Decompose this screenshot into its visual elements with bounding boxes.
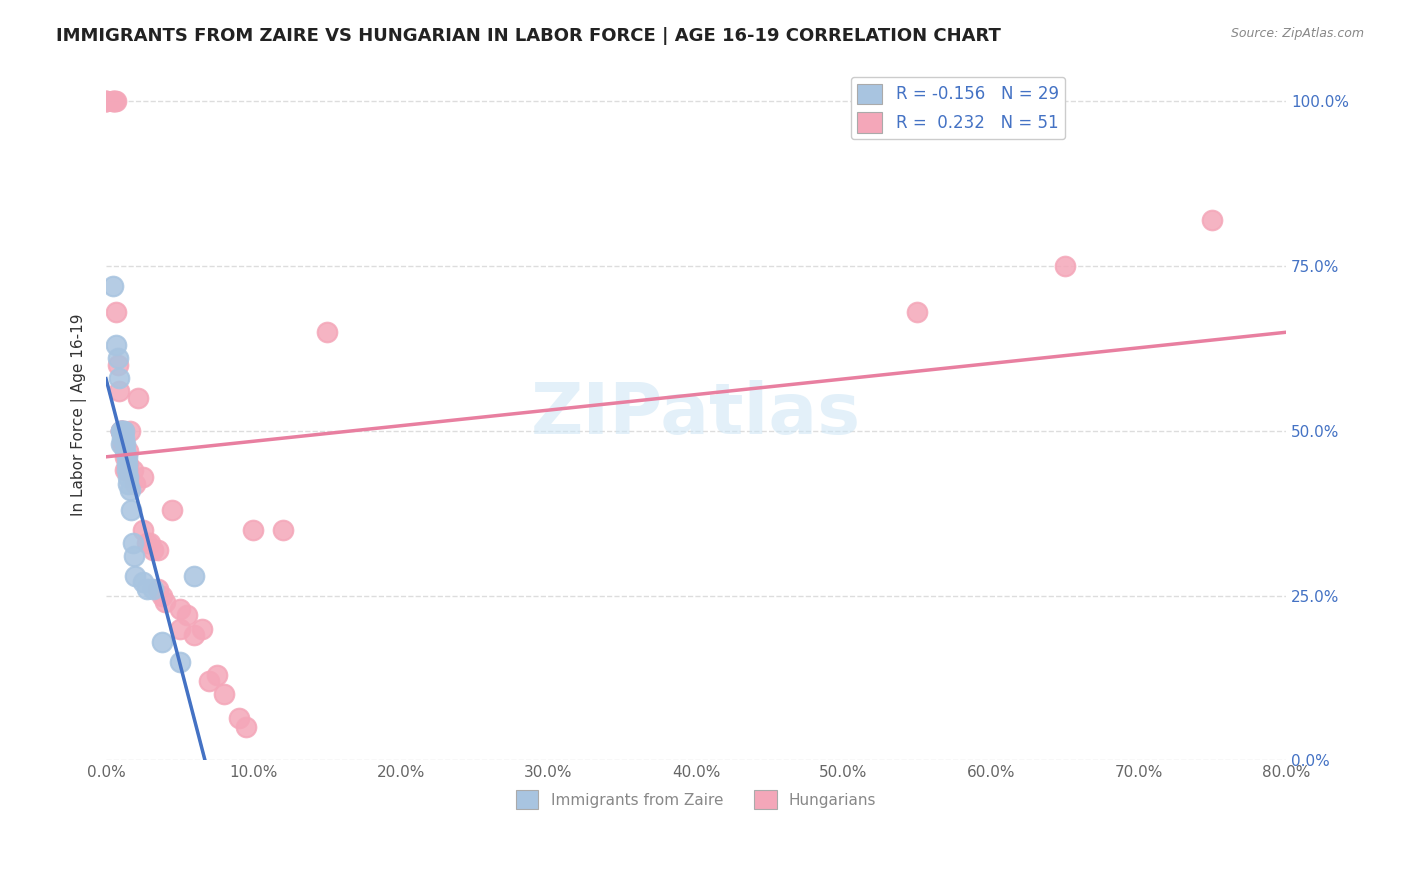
- Point: [118, 483, 141, 498]
- Point: [1053, 259, 1076, 273]
- Point: [183, 628, 205, 642]
- Point: [191, 622, 214, 636]
- Point: [112, 430, 135, 444]
- Point: [124, 476, 146, 491]
- Point: [108, 384, 131, 399]
- Point: [121, 536, 143, 550]
- Point: [117, 476, 139, 491]
- Text: ZIPatlas: ZIPatlas: [531, 380, 860, 449]
- Point: [271, 523, 294, 537]
- Point: [115, 450, 138, 465]
- Point: [205, 667, 228, 681]
- Point: [169, 655, 191, 669]
- Point: [115, 457, 138, 471]
- Point: [94, 95, 117, 109]
- Point: [114, 463, 136, 477]
- Point: [114, 437, 136, 451]
- Point: [110, 437, 132, 451]
- Point: [146, 542, 169, 557]
- Point: [115, 463, 138, 477]
- Y-axis label: In Labor Force | Age 16-19: In Labor Force | Age 16-19: [72, 313, 87, 516]
- Point: [108, 371, 131, 385]
- Point: [121, 463, 143, 477]
- Point: [124, 569, 146, 583]
- Point: [127, 391, 149, 405]
- Point: [905, 305, 928, 319]
- Point: [110, 424, 132, 438]
- Point: [118, 424, 141, 438]
- Point: [150, 634, 173, 648]
- Point: [111, 437, 134, 451]
- Point: [139, 536, 162, 550]
- Point: [132, 575, 155, 590]
- Point: [122, 549, 145, 563]
- Point: [132, 523, 155, 537]
- Point: [117, 470, 139, 484]
- Point: [103, 279, 125, 293]
- Legend: Immigrants from Zaire, Hungarians: Immigrants from Zaire, Hungarians: [509, 784, 883, 815]
- Point: [136, 582, 159, 596]
- Point: [146, 582, 169, 596]
- Point: [176, 608, 198, 623]
- Point: [150, 589, 173, 603]
- Point: [103, 95, 125, 109]
- Point: [142, 542, 165, 557]
- Point: [242, 523, 264, 537]
- Point: [104, 95, 127, 109]
- Point: [112, 437, 135, 451]
- Point: [111, 430, 134, 444]
- Point: [316, 325, 339, 339]
- Point: [110, 424, 132, 438]
- Point: [169, 622, 191, 636]
- Point: [103, 95, 125, 109]
- Point: [136, 536, 159, 550]
- Point: [120, 503, 142, 517]
- Text: Source: ZipAtlas.com: Source: ZipAtlas.com: [1230, 27, 1364, 40]
- Point: [212, 688, 235, 702]
- Point: [110, 424, 132, 438]
- Point: [112, 424, 135, 438]
- Point: [198, 674, 221, 689]
- Point: [107, 358, 129, 372]
- Point: [117, 457, 139, 471]
- Point: [94, 95, 117, 109]
- Point: [235, 721, 257, 735]
- Point: [228, 710, 250, 724]
- Point: [1201, 213, 1223, 227]
- Point: [112, 424, 135, 438]
- Point: [117, 443, 139, 458]
- Point: [142, 582, 165, 596]
- Point: [110, 424, 132, 438]
- Point: [111, 424, 134, 438]
- Point: [94, 95, 117, 109]
- Point: [111, 424, 134, 438]
- Point: [169, 602, 191, 616]
- Point: [162, 503, 184, 517]
- Text: IMMIGRANTS FROM ZAIRE VS HUNGARIAN IN LABOR FORCE | AGE 16-19 CORRELATION CHART: IMMIGRANTS FROM ZAIRE VS HUNGARIAN IN LA…: [56, 27, 1001, 45]
- Point: [153, 595, 176, 609]
- Point: [105, 95, 128, 109]
- Point: [114, 443, 136, 458]
- Point: [105, 338, 128, 352]
- Point: [107, 351, 129, 366]
- Point: [132, 470, 155, 484]
- Point: [183, 569, 205, 583]
- Point: [110, 424, 132, 438]
- Point: [114, 450, 136, 465]
- Point: [105, 305, 128, 319]
